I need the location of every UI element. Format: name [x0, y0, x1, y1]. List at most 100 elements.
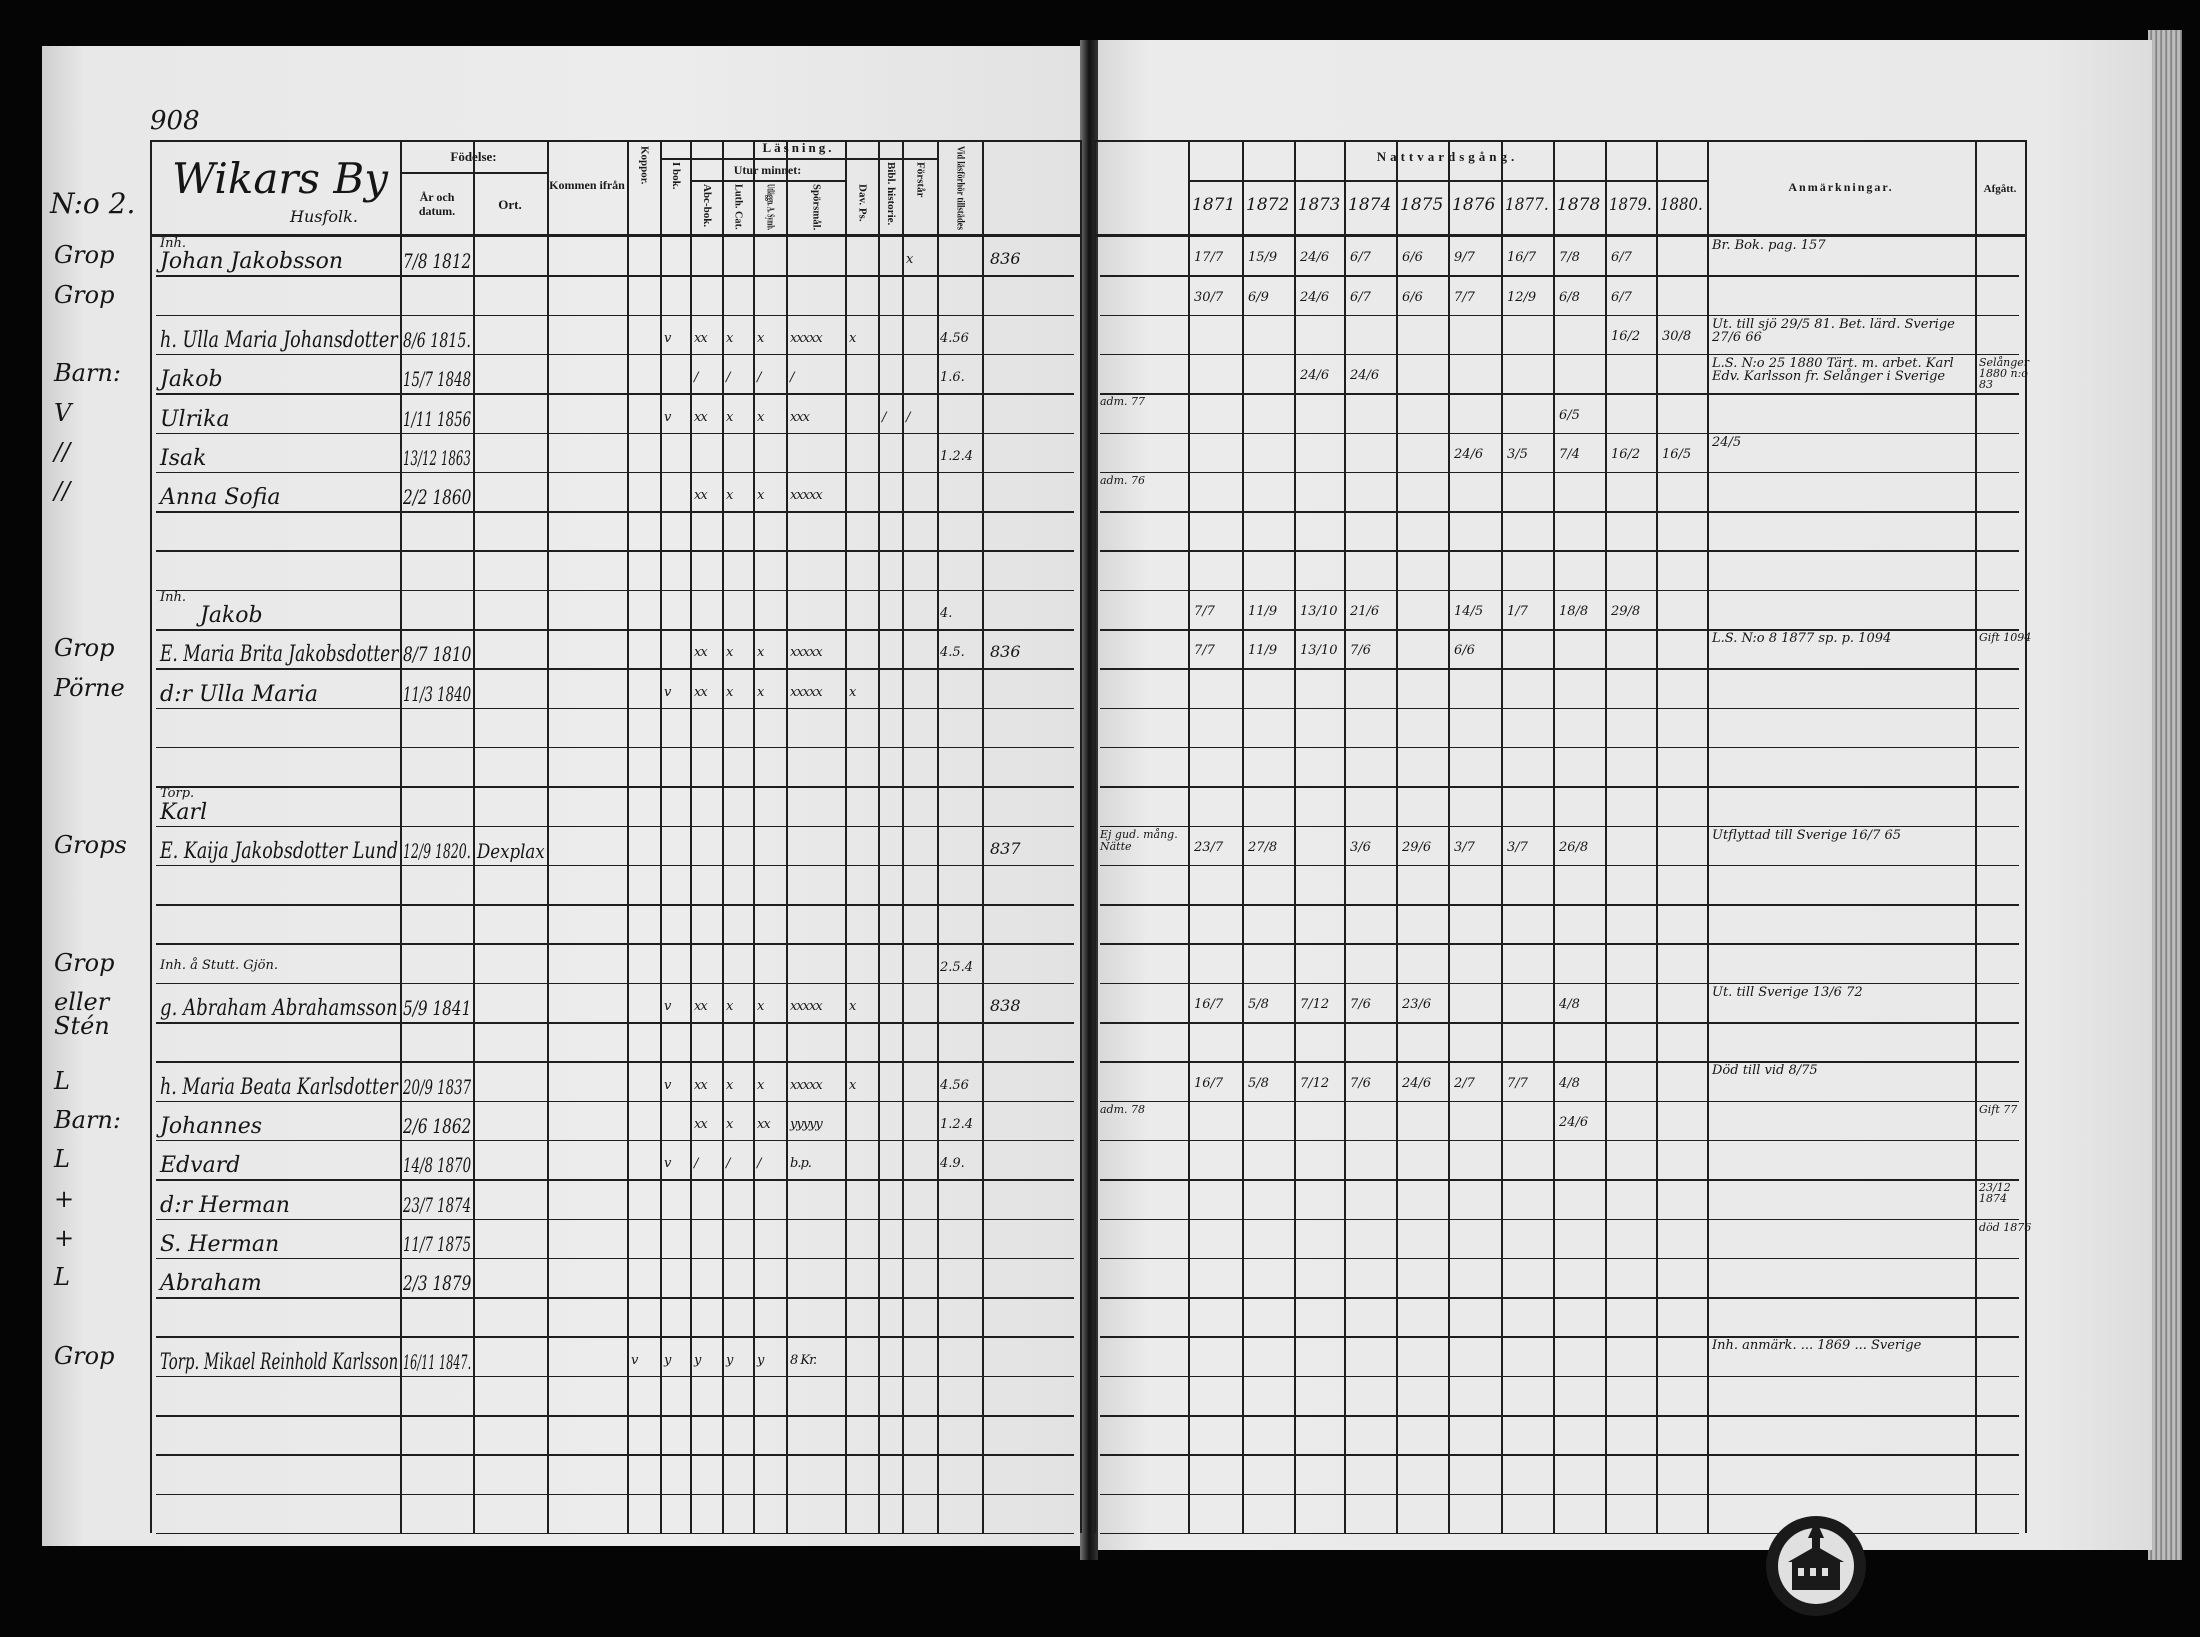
header-fodelse: Födelse:: [450, 149, 497, 164]
reading-mark-abc: xx: [694, 488, 708, 504]
reading-mark-ibok: v: [664, 409, 671, 425]
reading-mark-luth: y: [726, 1352, 733, 1368]
header-utl: Utläggn. A. Symb.: [764, 184, 777, 231]
row-line: [156, 1415, 1074, 1417]
row-line: [156, 511, 1074, 513]
birth-place: Dexplax: [477, 838, 545, 863]
row-line: [1100, 1218, 2019, 1220]
birth-date: 12/9 1820.: [403, 838, 471, 863]
reading-mark-luth: x: [726, 684, 733, 700]
communion-date: 24/6: [1300, 368, 1330, 384]
row-line: [1100, 1179, 2019, 1181]
reading-mark-abc: xx: [694, 1077, 708, 1093]
birth-date: 14/8 1870: [403, 1153, 472, 1178]
vid-lasforhor: 2.5.4: [940, 959, 974, 975]
reading-mark-utl: xx: [757, 1116, 771, 1132]
column-line: [400, 140, 402, 1533]
communion-date: 6/7: [1611, 289, 1632, 305]
row-line: [156, 1218, 1074, 1220]
vid-lasforhor: 4.5.: [940, 645, 965, 661]
column-line: [982, 140, 984, 1533]
margin-label: //: [54, 437, 71, 466]
communion-date: 6/7: [1350, 250, 1371, 266]
birth-date: 16/11 1847.: [403, 1349, 472, 1374]
row-line: [1100, 864, 2019, 867]
birth-date: 15/7 1848: [403, 367, 472, 392]
communion-date: 6/5: [1559, 407, 1580, 423]
row-line: [156, 746, 1074, 749]
reading-mark-dav: x: [849, 684, 856, 700]
row-line: [156, 943, 1074, 945]
reading-mark-abc: /: [694, 370, 699, 386]
row-line: [1100, 825, 2019, 827]
departure-note: Gift 1094: [1979, 631, 2032, 644]
communion-date: 6/7: [1611, 250, 1632, 266]
remark: Död till vid 8/75: [1712, 1063, 1818, 1079]
reading-mark-utl: x: [757, 409, 764, 425]
rule-header-bottom: [150, 234, 1080, 237]
communion-date: 7/4: [1559, 446, 1580, 462]
vid-lasforhor: 4.9.: [940, 1156, 965, 1172]
communion-date: 4/8: [1559, 1075, 1580, 1091]
column-line: [1707, 140, 1709, 1533]
row-line: [156, 393, 1074, 395]
header-bibl: Bibl. historie.: [885, 162, 897, 226]
birth-date: 8/6 1815.: [403, 327, 471, 352]
margin-label: Grop: [54, 1341, 115, 1370]
vid-lasforhor: 4.: [940, 606, 953, 621]
title-prefix: Inh. å Stutt. Gjön.: [160, 957, 278, 973]
birth-date: 13/12 1863: [403, 445, 471, 470]
rule-header-bottom: [1094, 234, 2025, 237]
column-line: [1656, 140, 1658, 1533]
reading-mark-utl: x: [757, 330, 764, 346]
row-line: [156, 589, 1074, 592]
column-line: [845, 140, 847, 1533]
rule-top: [1094, 140, 2025, 142]
row-line: [1100, 1061, 2019, 1063]
communion-date: 11/9: [1248, 604, 1278, 619]
row-line: [1100, 1139, 2019, 1142]
row-line: [156, 1061, 1074, 1063]
row-line: [156, 314, 1074, 317]
margin-label: +: [54, 1184, 75, 1213]
row-line: [1100, 314, 2019, 317]
column-line: [1294, 140, 1296, 1533]
margin-label: Grop: [54, 634, 115, 663]
column-line: [627, 140, 629, 1533]
row-line: [156, 1532, 1074, 1535]
row-line: [156, 353, 1074, 356]
reading-mark-ibok: v: [664, 330, 671, 346]
row-line: [1100, 589, 2019, 592]
reading-mark-abc: /: [694, 1156, 699, 1172]
year-6: 1877.: [1505, 195, 1549, 215]
header-afgatt: Afgått.: [1983, 183, 2017, 195]
communion-date: 12/9: [1507, 289, 1537, 305]
reading-mark-luth: x: [726, 488, 733, 504]
village-subtitle: Husfolk.: [290, 207, 358, 226]
column-line: [1080, 140, 1082, 1533]
communion-date: 6/7: [1350, 289, 1371, 305]
birth-date: 8/7 1810: [403, 642, 472, 667]
header-ibok: I bok.: [670, 162, 682, 190]
reading-mark-abc: xx: [694, 330, 708, 346]
row-line: [1100, 511, 2019, 513]
communion-date: 7/7: [1194, 643, 1215, 659]
reading-mark-luth: x: [726, 409, 733, 425]
margin-label: L: [54, 1145, 70, 1174]
left-page: [42, 46, 1087, 1546]
person-name: Isak: [160, 445, 207, 471]
birth-date: 2/2 1860: [403, 485, 472, 510]
row-line: [156, 550, 1074, 552]
year-9: 1880.: [1660, 195, 1703, 215]
communion-date: 1/7: [1507, 604, 1528, 619]
church-seal-icon: [1766, 1516, 1866, 1616]
row-line: [156, 432, 1074, 434]
row-line: [1100, 1297, 2019, 1299]
communion-date: 5/8: [1248, 997, 1269, 1012]
row-line: [156, 1375, 1074, 1378]
communion-date: 7/7: [1454, 289, 1475, 305]
communion-date: 7/8: [1559, 250, 1580, 266]
communion-date: 7/12: [1300, 1075, 1330, 1091]
record-ref: 836: [990, 249, 1021, 269]
communion-date: 3/6: [1350, 839, 1371, 855]
